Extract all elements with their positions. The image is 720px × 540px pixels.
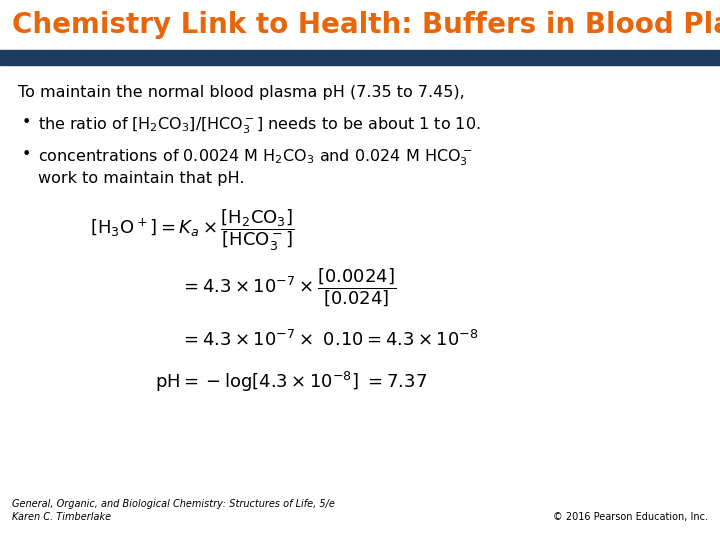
Text: $= 4.3 \times 10^{-7} \times \dfrac{[0.0024]}{[0.024]}$: $= 4.3 \times 10^{-7} \times \dfrac{[0.0… (180, 267, 396, 309)
Text: $\mathrm{pH} = -\log[4.3 \times 10^{-8}] \ = 7.37$: $\mathrm{pH} = -\log[4.3 \times 10^{-8}]… (155, 370, 427, 394)
Text: $= 4.3 \times 10^{-7} \times \ 0.10 = 4.3 \times 10^{-8}$: $= 4.3 \times 10^{-7} \times \ 0.10 = 4.… (180, 330, 479, 350)
Text: Chemistry Link to Health: Buffers in Blood Plasma: Chemistry Link to Health: Buffers in Blo… (12, 11, 720, 39)
Text: work to maintain that pH.: work to maintain that pH. (38, 171, 245, 186)
Text: $[\mathrm{H_3O^+}] = K_a \times \dfrac{[\mathrm{H_2CO_3}]}{[\mathrm{HCO_3^-}]}$: $[\mathrm{H_3O^+}] = K_a \times \dfrac{[… (90, 207, 294, 253)
Text: © 2016 Pearson Education, Inc.: © 2016 Pearson Education, Inc. (553, 512, 708, 522)
Text: To maintain the normal blood plasma pH (7.35 to 7.45),: To maintain the normal blood plasma pH (… (18, 85, 464, 100)
Text: •: • (22, 147, 32, 162)
Bar (0, 0, 720, 50)
Text: •: • (22, 115, 32, 130)
Text: concentrations of 0.0024 M H$_2$CO$_3$ and 0.024 M HCO$_3^-$: concentrations of 0.0024 M H$_2$CO$_3$ a… (38, 147, 472, 167)
Text: General, Organic, and Biological Chemistry: Structures of Life, 5/e
Karen C. Tim: General, Organic, and Biological Chemist… (12, 499, 335, 522)
Bar (0, 50, 720, 65)
Text: the ratio of [H$_2$CO$_3$]/[HCO$_3^-$] needs to be about 1 to 10.: the ratio of [H$_2$CO$_3$]/[HCO$_3^-$] n… (38, 115, 481, 136)
